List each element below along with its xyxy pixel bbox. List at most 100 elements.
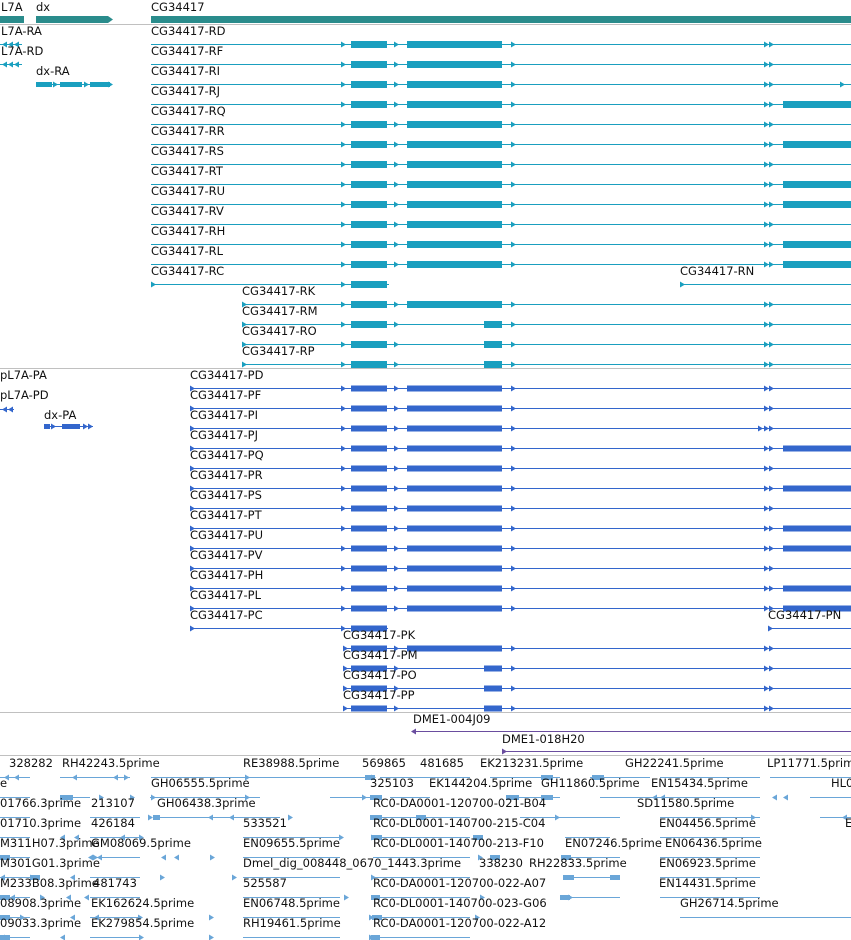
- protein-label-cg34417-pd[interactable]: CG34417-PD: [190, 368, 264, 382]
- est-label-325103[interactable]: 325103: [370, 776, 414, 790]
- est-label-m233b08-3prime[interactable]: M233B08.3prime: [0, 876, 99, 890]
- transcript-label-dx-ra[interactable]: dx-RA: [36, 64, 70, 78]
- est-label-dmel-dig-008448-0670-1443-3prime[interactable]: Dmel_dig_008448_0670_1443.3prime: [243, 856, 462, 870]
- est-label-e[interactable]: E: [845, 816, 851, 830]
- protein-label-cg34417-pl[interactable]: CG34417-PL: [190, 588, 262, 602]
- protein-label-cg34417-pc[interactable]: CG34417-PC: [190, 608, 263, 622]
- est-label-213107[interactable]: 213107: [91, 796, 135, 810]
- est-label-rh22833-5prime[interactable]: RH22833.5prime: [529, 856, 627, 870]
- est-label-481685[interactable]: 481685: [420, 756, 464, 770]
- est-label-gh06555-5prime[interactable]: GH06555.5prime: [151, 776, 250, 790]
- est-label-e[interactable]: e: [0, 776, 8, 790]
- transcript-label-cg34417-ri[interactable]: CG34417-RI: [151, 64, 221, 78]
- protein-label-cg34417-pv[interactable]: CG34417-PV: [190, 548, 263, 562]
- bac-label-dme1-004j09[interactable]: DME1-004J09: [413, 712, 491, 726]
- est-label-m301g01-3prime[interactable]: M301G01.3prime: [0, 856, 100, 870]
- transcript-model-cg34417-rm-exon: [351, 321, 387, 328]
- est-label-en06923-5prime[interactable]: EN06923.5prime: [659, 856, 756, 870]
- transcript-label-cg34417-rl[interactable]: CG34417-RL: [151, 244, 224, 258]
- protein-label-cg34417-pk[interactable]: CG34417-PK: [343, 628, 416, 642]
- transcript-label-cg34417-rr[interactable]: CG34417-RR: [151, 124, 225, 138]
- est-label-rc0-da0001-120700-021-b04[interactable]: RC0-DA0001-120700-021-B04: [373, 796, 547, 810]
- est-label-ek279854-5prime[interactable]: EK279854.5prime: [91, 916, 195, 930]
- est-label-en15434-5prime[interactable]: EN15434.5prime: [651, 776, 748, 790]
- protein-label-cg34417-po[interactable]: CG34417-PO: [343, 668, 417, 682]
- protein-label-cg34417-pi[interactable]: CG34417-PI: [190, 408, 259, 422]
- protein-label-pl7a-pa[interactable]: pL7A-PA: [0, 368, 47, 382]
- est-label-re38988-5prime[interactable]: RE38988.5prime: [243, 756, 340, 770]
- transcript-label-cg34417-rp[interactable]: CG34417-RP: [242, 344, 315, 358]
- protein-label-cg34417-ps[interactable]: CG34417-PS: [190, 488, 262, 502]
- est-label-533521[interactable]: 533521: [243, 816, 287, 830]
- est-label-ek144204-5prime[interactable]: EK144204.5prime: [429, 776, 533, 790]
- transcript-label-cg34417-rf[interactable]: CG34417-RF: [151, 44, 224, 58]
- bac-label-dme1-018h20[interactable]: DME1-018H20: [502, 732, 585, 746]
- est-label-rc0-da0001-120700-022-a07[interactable]: RC0-DA0001-120700-022-A07: [373, 876, 547, 890]
- est-label-09033-3prime[interactable]: 09033.3prime: [0, 916, 82, 930]
- est-label-gh06438-3prime[interactable]: GH06438.3prime: [157, 796, 256, 810]
- est-label-08908-3prime[interactable]: 08908.3prime: [0, 896, 82, 910]
- gene-label-dx[interactable]: dx: [36, 0, 51, 14]
- protein-label-cg34417-pm[interactable]: CG34417-PM: [343, 648, 418, 662]
- protein-label-cg34417-pr[interactable]: CG34417-PR: [190, 468, 263, 482]
- est-label-ek213231-5prime[interactable]: EK213231.5prime: [480, 756, 584, 770]
- est-label-gh22241-5prime[interactable]: GH22241.5prime: [625, 756, 724, 770]
- est-label-328282[interactable]: 328282: [9, 756, 53, 770]
- est-label-426184[interactable]: 426184: [91, 816, 135, 830]
- est-label-01710-3prime[interactable]: 01710.3prime: [0, 816, 82, 830]
- est-label-lp11771-5prime[interactable]: LP11771.5prime: [767, 756, 851, 770]
- est-label-gm08069-5prime[interactable]: GM08069.5prime: [91, 836, 191, 850]
- transcript-label-cg34417-rd[interactable]: CG34417-RD: [151, 24, 226, 38]
- transcript-label-l7a-rd[interactable]: L7A-RD: [1, 44, 44, 58]
- est-label-569865[interactable]: 569865: [362, 756, 406, 770]
- gene-label-cg34417[interactable]: CG34417: [151, 0, 205, 14]
- est-label-rc0-dl0001-140700-213-f10[interactable]: RC0-DL0001-140700-213-F10: [373, 836, 544, 850]
- protein-label-cg34417-pn[interactable]: CG34417-PN: [768, 608, 842, 622]
- protein-label-dx-pa[interactable]: dx-PA: [44, 408, 77, 422]
- est-label-rc0-dl0001-140700-215-c04[interactable]: RC0-DL0001-140700-215-C04: [373, 816, 546, 830]
- transcript-label-cg34417-rj[interactable]: CG34417-RJ: [151, 84, 221, 98]
- protein-label-cg34417-pj[interactable]: CG34417-PJ: [190, 428, 259, 442]
- protein-label-cg34417-pf[interactable]: CG34417-PF: [190, 388, 262, 402]
- protein-label-cg34417-pp[interactable]: CG34417-PP: [343, 688, 415, 702]
- est-label-rc0-da0001-120700-022-a12[interactable]: RC0-DA0001-120700-022-A12: [373, 916, 547, 930]
- protein-label-pl7a-pd[interactable]: pL7A-PD: [0, 388, 49, 402]
- est-label-gh11860-5prime[interactable]: GH11860.5prime: [541, 776, 640, 790]
- est-label-hl0[interactable]: HL0: [831, 776, 851, 790]
- est-label-en06748-5prime[interactable]: EN06748.5prime: [243, 896, 340, 910]
- transcript-label-cg34417-ru[interactable]: CG34417-RU: [151, 184, 226, 198]
- est-label-rc0-dl0001-140700-023-g06[interactable]: RC0-DL0001-140700-023-G06: [373, 896, 547, 910]
- transcript-label-l7a-ra[interactable]: L7A-RA: [1, 24, 42, 38]
- est-label-en04456-5prime[interactable]: EN04456.5prime: [659, 816, 756, 830]
- est-label-481743[interactable]: 481743: [93, 876, 137, 890]
- est-label-en07246-5prime[interactable]: EN07246.5prime: [565, 836, 662, 850]
- est-label-gh26714-5prime[interactable]: GH26714.5prime: [680, 896, 779, 910]
- transcript-label-cg34417-rq[interactable]: CG34417-RQ: [151, 104, 226, 118]
- transcript-label-cg34417-ro[interactable]: CG34417-RO: [242, 324, 317, 338]
- est-label-ek162624-5prime[interactable]: EK162624.5prime: [91, 896, 195, 910]
- transcript-label-cg34417-rt[interactable]: CG34417-RT: [151, 164, 223, 178]
- transcript-label-cg34417-rv[interactable]: CG34417-RV: [151, 204, 224, 218]
- transcript-label-cg34417-rs[interactable]: CG34417-RS: [151, 144, 224, 158]
- gene-label-l7a[interactable]: L7A: [1, 0, 23, 14]
- est-label-en06436-5prime[interactable]: EN06436.5prime: [665, 836, 762, 850]
- est-label-525587[interactable]: 525587: [243, 876, 287, 890]
- transcript-label-cg34417-rk[interactable]: CG34417-RK: [242, 284, 316, 298]
- transcript-label-cg34417-rc[interactable]: CG34417-RC: [151, 264, 225, 278]
- protein-label-cg34417-ph[interactable]: CG34417-PH: [190, 568, 264, 582]
- transcript-label-cg34417-rn[interactable]: CG34417-RN: [680, 264, 755, 278]
- est-label-en14431-5prime[interactable]: EN14431.5prime: [659, 876, 756, 890]
- est-label-en09655-5prime[interactable]: EN09655.5prime: [243, 836, 340, 850]
- est-label-rh42243-5prime[interactable]: RH42243.5prime: [62, 756, 160, 770]
- est-label-sd11580-5prime[interactable]: SD11580.5prime: [637, 796, 735, 810]
- protein-label-cg34417-pu[interactable]: CG34417-PU: [190, 528, 264, 542]
- est-label-01766-3prime[interactable]: 01766.3prime: [0, 796, 82, 810]
- est-label-338230[interactable]: 338230: [479, 856, 523, 870]
- protein-label-cg34417-pt[interactable]: CG34417-PT: [190, 508, 262, 522]
- transcript-label-cg34417-rm[interactable]: CG34417-RM: [242, 304, 318, 318]
- est-label-rh19461-5prime[interactable]: RH19461.5prime: [243, 916, 341, 930]
- transcript-label-cg34417-rh[interactable]: CG34417-RH: [151, 224, 226, 238]
- protein-label-cg34417-pq[interactable]: CG34417-PQ: [190, 448, 264, 462]
- est-label-m311h07-3prime[interactable]: M311H07.3prime: [0, 836, 100, 850]
